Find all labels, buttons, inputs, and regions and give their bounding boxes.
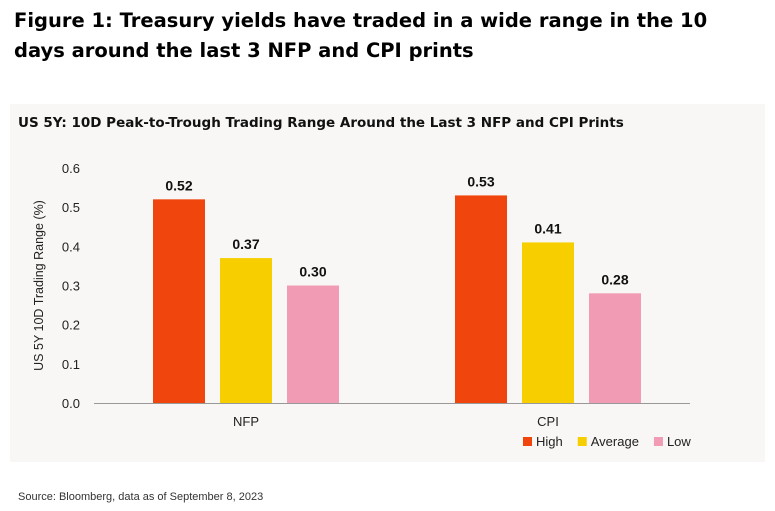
data-label: 0.28 xyxy=(601,271,628,287)
x-tick-label: NFP xyxy=(233,414,259,429)
legend-swatch xyxy=(577,437,587,446)
bar-average-nfp xyxy=(220,258,272,403)
y-tick-label: 0.6 xyxy=(62,161,80,176)
y-tick-label: 0.4 xyxy=(62,239,80,254)
y-axis: 0.0 0.1 0.2 0.3 0.4 0.5 0.6 US 5Y 10D Trading R… xyxy=(32,161,80,411)
data-label: 0.41 xyxy=(534,220,561,236)
bars-group: 0.52 0.53 0.37 0.41 0.30 0.28 xyxy=(153,173,641,403)
y-tick-label: 0.1 xyxy=(62,357,80,372)
legend-swatch xyxy=(523,437,532,446)
data-label: 0.53 xyxy=(467,173,494,189)
legend-swatch xyxy=(653,437,663,446)
bar-average-cpi xyxy=(522,242,574,403)
y-tick-label: 0.2 xyxy=(62,318,80,333)
bar-high-cpi xyxy=(455,195,507,403)
chart-title: US 5Y: 10D Peak-to-Trough Trading Range … xyxy=(18,115,624,131)
y-tick-label: 0.5 xyxy=(62,200,80,215)
legend-label: Average xyxy=(591,434,639,449)
data-label: 0.30 xyxy=(299,264,326,280)
legend-label: High xyxy=(536,434,563,449)
bar-high-nfp xyxy=(153,199,205,403)
source-note: Source: Bloomberg, data as of September … xyxy=(18,491,264,503)
bar-low-nfp xyxy=(287,285,339,403)
data-label: 0.37 xyxy=(232,236,259,252)
figure-title: Figure 1: Treasury yields have traded in… xyxy=(14,9,708,62)
data-label: 0.52 xyxy=(165,177,192,193)
legend: High Average Low xyxy=(523,434,691,449)
bar-low-cpi xyxy=(589,293,641,403)
x-tick-label: CPI xyxy=(537,414,559,429)
legend-label: Low xyxy=(667,434,691,449)
y-axis-label: US 5Y 10D Trading Range (%) xyxy=(32,200,46,371)
x-axis: NFP CPI xyxy=(94,403,690,429)
y-tick-label: 0.0 xyxy=(62,396,80,411)
y-tick-label: 0.3 xyxy=(62,279,80,294)
